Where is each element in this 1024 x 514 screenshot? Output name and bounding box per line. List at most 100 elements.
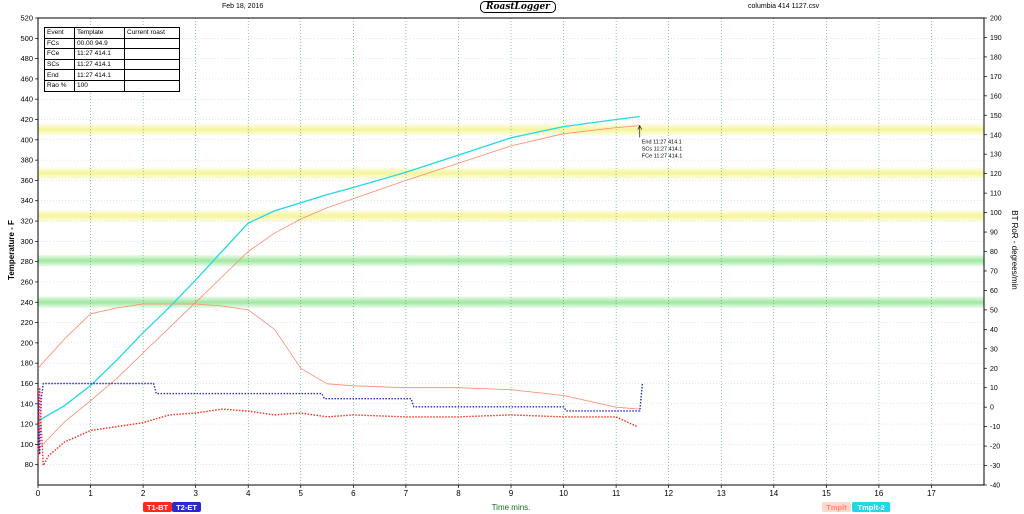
y2-tick-label: 200 (990, 16, 1002, 23)
x-tick-label: 4 (246, 489, 251, 498)
x-tick-label: 9 (509, 489, 514, 498)
y-tick-label: 380 (20, 156, 33, 165)
y-tick-label: 120 (20, 420, 33, 429)
y2-tick-label: 180 (990, 54, 1002, 61)
series-t2-et (37, 382, 644, 456)
series-t1-bt (37, 387, 638, 467)
y2-tick-label: 40 (990, 327, 998, 334)
event-current (124, 58, 180, 70)
event-name: Rao % (44, 79, 75, 92)
event-name: FCe (44, 48, 75, 60)
y2-axis-title: BT RoR - degrees/min (1010, 210, 1019, 289)
legend-tmplt-badge (822, 502, 851, 512)
event-template: 100 (74, 79, 125, 92)
y-tick-label: 140 (20, 399, 33, 408)
y-tick-label: 240 (20, 298, 33, 307)
event-template: 00.00 94.9 (74, 37, 125, 49)
legend-tmplt-2-badge (852, 502, 891, 512)
y2-tick-label: 70 (990, 268, 998, 275)
y2-tick-label: 160 (990, 93, 1002, 100)
x-tick-label: 15 (822, 489, 831, 498)
roast-date: Feb 18, 2016 (222, 3, 264, 10)
x-tick-label: 17 (927, 489, 936, 498)
y2-tick-label: 120 (990, 171, 1002, 178)
y-tick-label: 500 (20, 34, 33, 43)
event-current (124, 79, 180, 92)
table-row: End 11:27 414.1 (44, 69, 180, 81)
event-table: Event Template Current roast FCs 00.00 9… (44, 27, 180, 92)
y2-tick-label: 110 (990, 191, 1001, 198)
legend-t2-et-label: T2-ET (176, 503, 197, 512)
y2-tick-label: 60 (990, 288, 998, 295)
y-tick-label: 80 (25, 460, 33, 469)
file-name: columbia 414 1127.csv (748, 3, 820, 10)
x-tick-label: 16 (874, 489, 883, 498)
yellow-band (38, 209, 984, 222)
y-tick-label: 460 (20, 74, 33, 83)
y2-tick-label: 0 (990, 405, 994, 412)
legend-tmplt-label: Tmplt (826, 503, 847, 512)
legend-t1-bt-badge (143, 502, 172, 512)
y2-tick-label: 30 (990, 346, 998, 353)
y2-tick-label: 50 (990, 307, 998, 314)
end-annotation: FCe 11:27 414.1 (642, 154, 683, 160)
x-tick-label: 3 (193, 489, 198, 498)
temperature-bands (38, 123, 984, 309)
col-event: Event (47, 29, 64, 37)
table-row: FCe 11:27 414.1 (44, 48, 180, 60)
series-tmplt-ror (37, 303, 640, 410)
y-tick-label: 280 (20, 257, 33, 266)
y-tick-label: 160 (20, 379, 33, 388)
y-tick-label: 100 (20, 440, 33, 449)
x-tick-label: 10 (559, 489, 568, 498)
event-current (124, 69, 180, 81)
end-annotation: End 11:27 414.1 (642, 140, 682, 146)
y2-tick-label: 190 (990, 35, 1002, 42)
event-current (124, 48, 180, 60)
table-row: FCs 00.00 94.9 (44, 37, 180, 49)
x-tick-label: 14 (769, 489, 778, 498)
legend-t1-bt-label: T1-BT (147, 503, 169, 512)
event-name: End (44, 69, 75, 81)
x-tick-label: 2 (141, 489, 146, 498)
green-band (38, 254, 984, 267)
y2-tick-label: 170 (990, 74, 1002, 81)
y2-tick-label: 10 (990, 385, 998, 392)
x-axis-title: Time mins. (492, 503, 531, 512)
table-row: Rao % 100 (44, 79, 180, 92)
yellow-band (38, 167, 984, 180)
annotation-arrowhead (637, 124, 643, 130)
series-tmplt-2 (37, 115, 640, 422)
y-tick-label: 360 (20, 176, 33, 185)
y2-tick-label: 140 (990, 132, 1002, 139)
event-name: SCs (44, 58, 75, 70)
y-tick-label: 420 (20, 115, 33, 124)
y2-tick-label: 150 (990, 113, 1002, 120)
table-row: SCs 11:27 414.1 (44, 58, 180, 70)
x-tick-label: 12 (664, 489, 673, 498)
y2-tick-label: 100 (990, 210, 1002, 217)
event-template: 11:27 414.1 (74, 58, 125, 70)
chart-series (37, 115, 644, 467)
x-tick-label: 11 (612, 489, 621, 498)
x-tick-label: 7 (404, 489, 409, 498)
y-axis-title: Temperature - F (7, 220, 16, 280)
col-current: Current roast (124, 27, 180, 39)
y2-tick-label: -40 (990, 483, 1000, 490)
chart-labels: Time mins. Temperature - F BT RoR - degree… (7, 124, 1019, 512)
y2-tick-label: 20 (990, 366, 998, 373)
y2-tick-label: -10 (990, 424, 1000, 431)
y-tick-label: 260 (20, 277, 33, 286)
y2-tick-label: 90 (990, 230, 998, 237)
x-tick-label: 5 (299, 489, 304, 498)
legend-tmplt-2-label: Tmplt-2 (858, 503, 885, 512)
x-tick-label: 6 (351, 489, 356, 498)
y-tick-label: 340 (20, 196, 33, 205)
y-tick-label: 480 (20, 54, 33, 63)
roastlogger-logo: RoastLogger (480, 1, 556, 13)
event-table-header: Event Template Current roast (45, 27, 180, 39)
event-name: FCs (44, 37, 75, 49)
green-band (38, 296, 984, 309)
chart-axes: 8010012014016018020022024026028030032034… (20, 14, 1001, 499)
